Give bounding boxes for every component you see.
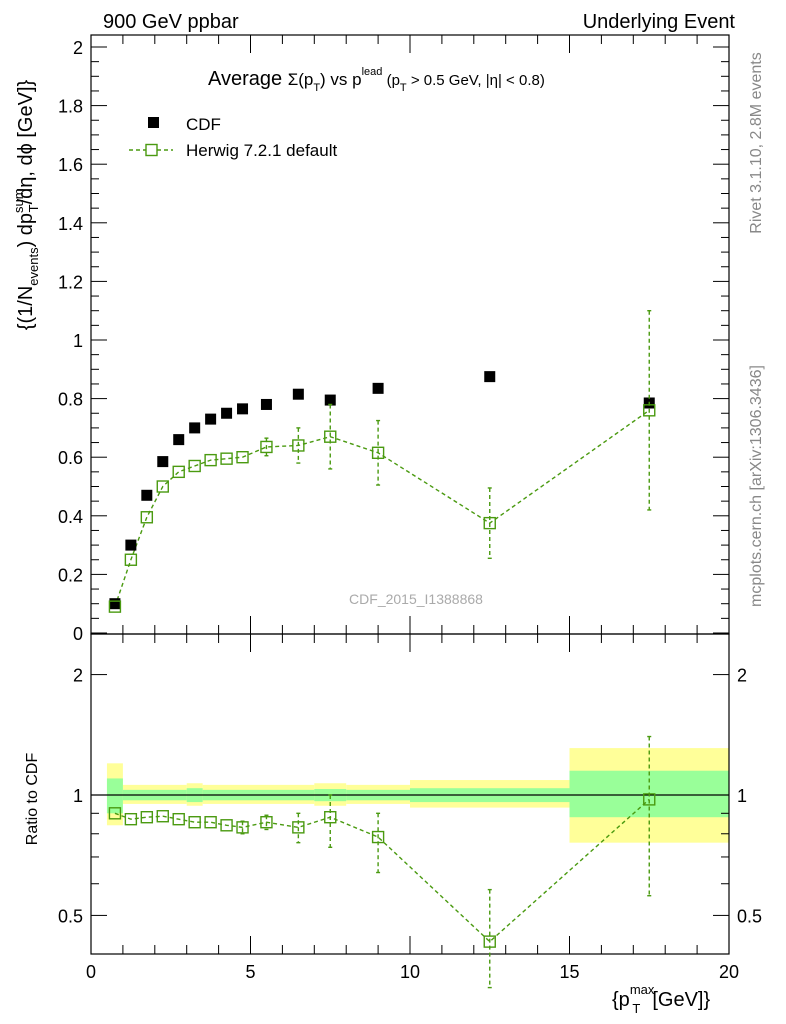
header-left-label: 900 GeV ppbar bbox=[103, 11, 239, 33]
mc-data-point bbox=[188, 459, 201, 473]
ratio-y-tick-label-right: 2 bbox=[737, 666, 747, 686]
mc-data-point bbox=[483, 516, 496, 530]
mc-data-point bbox=[204, 453, 217, 467]
x-tick-label: 15 bbox=[559, 962, 579, 982]
ratio-y-tick-label: 1 bbox=[73, 786, 83, 806]
cdf-data-point bbox=[109, 598, 121, 610]
main-y-tick-label: 1 bbox=[73, 331, 83, 351]
ratio-data-point bbox=[371, 830, 385, 844]
mc-data-point bbox=[236, 451, 249, 464]
cdf-data-point bbox=[125, 539, 137, 551]
main-y-tick-label: 0 bbox=[73, 624, 83, 644]
ratio-data-point bbox=[204, 816, 217, 829]
ratio-y-tick-label: 2 bbox=[73, 666, 83, 686]
ratio-data-point bbox=[220, 819, 233, 832]
ratio-data-point bbox=[324, 811, 337, 824]
x-tick-label: 5 bbox=[245, 962, 255, 982]
x-axis-label: {pmax T [GeV]} bbox=[612, 982, 710, 1016]
main-title-mid: ) vs p bbox=[320, 70, 362, 89]
mc-data-point bbox=[172, 465, 185, 479]
cdf-data-point bbox=[141, 489, 153, 501]
ratio-data-point bbox=[292, 821, 305, 834]
ratio-data-point bbox=[483, 935, 496, 948]
main-y-tick-label: 0.2 bbox=[58, 565, 83, 585]
main-title-rest2: > 0.5 GeV, |η| < 0.8) bbox=[407, 72, 545, 89]
main-y-tick-label: 0.8 bbox=[58, 390, 83, 410]
main-title-sup-lead: lead bbox=[362, 66, 383, 78]
ratio-data-point bbox=[140, 811, 154, 824]
mc-series-line bbox=[114, 409, 650, 607]
ratio-data-point bbox=[188, 816, 201, 829]
legend-mc-marker bbox=[145, 143, 158, 157]
cdf-data-point bbox=[221, 407, 233, 419]
legend-mc-label: Herwig 7.2.1 default bbox=[186, 141, 337, 160]
cdf-data-point bbox=[237, 403, 249, 415]
main-title: Average Σ(pT) vs plead (pT > 0.5 GeV, |η… bbox=[208, 66, 545, 94]
ratio-data-point bbox=[236, 821, 249, 834]
ratio-data-point bbox=[643, 793, 656, 806]
analysis-watermark: CDF_2015_I1388868 bbox=[349, 591, 483, 607]
mc-data-point bbox=[260, 440, 273, 454]
mc-data-point bbox=[156, 480, 169, 493]
main-title-sigma: Σ(p bbox=[288, 70, 314, 89]
ratio-data-point bbox=[124, 812, 138, 826]
main-y-tick-label: 1.2 bbox=[58, 272, 83, 292]
main-title-rest: (p bbox=[382, 72, 400, 89]
ratio-y-tick-label: 0.5 bbox=[58, 906, 83, 926]
mc-data-point bbox=[220, 452, 233, 465]
main-y-tick-label: 1.6 bbox=[58, 155, 83, 175]
side-label-mcplots: mcplots.cern.ch [arXiv:1306.3436] bbox=[748, 365, 765, 607]
x-tick-label: 20 bbox=[719, 962, 739, 982]
main-y-tick-label: 0.6 bbox=[58, 448, 83, 468]
cdf-data-point bbox=[324, 394, 336, 406]
x-tick-label: 10 bbox=[400, 962, 420, 982]
main-y-tick-label: 2 bbox=[73, 38, 83, 58]
ratio-y-tick-label-right: 1 bbox=[737, 786, 747, 806]
cdf-data-point bbox=[205, 413, 217, 425]
mc-data-point bbox=[124, 553, 138, 566]
cdf-data-point bbox=[292, 388, 304, 400]
main-y-tick-label: 1.8 bbox=[58, 97, 83, 117]
ratio-data-point bbox=[172, 812, 185, 826]
main-y-tick-label: 1.4 bbox=[58, 214, 83, 234]
main-y-tick-label: 0.4 bbox=[58, 507, 83, 527]
cdf-data-point bbox=[260, 398, 272, 410]
main-title-sub-t2: T bbox=[400, 82, 407, 94]
ratio-series-line bbox=[114, 798, 650, 943]
main-panel: 0 0.2 0.4 0.6 0.8 1 1.2 1.4 1.6 1.8 2 CDF Herwig 7.2… bbox=[58, 34, 730, 644]
ratio-y-tick-label-right: 0.5 bbox=[737, 906, 762, 926]
mc-data-point bbox=[643, 404, 656, 417]
ratio-y-axis-label: Ratio to CDF bbox=[24, 753, 41, 846]
ratio-band-inner-0 bbox=[106, 778, 123, 814]
ratio-data-point bbox=[108, 807, 122, 820]
cdf-data-point bbox=[484, 371, 496, 383]
mc-data-point bbox=[371, 446, 385, 460]
ratio-data-point bbox=[156, 810, 169, 823]
cdf-data-point bbox=[157, 456, 169, 468]
cdf-data-point bbox=[372, 382, 384, 394]
header-right-label: Underlying Event bbox=[583, 11, 736, 33]
mc-data-point bbox=[292, 439, 305, 452]
main-y-axis-label: {(1/Nevents) dpsumT/dη, dϕ [GeV]} bbox=[11, 79, 41, 330]
x-tick-label: 0 bbox=[86, 962, 96, 982]
main-title-lead: Average bbox=[208, 68, 288, 90]
mc-data-point bbox=[140, 511, 154, 524]
mc-data-point bbox=[324, 430, 337, 443]
legend-cdf-marker bbox=[148, 117, 159, 128]
ratio-panel: 0 5 10 15 20 0.5 0.5 1 1 2 2 bbox=[58, 633, 762, 989]
cdf-data-point bbox=[173, 434, 185, 446]
mc-data-point bbox=[108, 600, 122, 613]
ratio-data-point bbox=[260, 816, 273, 829]
main-title-sub-t: T bbox=[313, 82, 320, 94]
legend-cdf-label: CDF bbox=[186, 115, 221, 134]
side-label-rivet: Rivet 3.1.10, 2.8M events bbox=[748, 52, 765, 233]
cdf-data-point bbox=[189, 422, 201, 434]
